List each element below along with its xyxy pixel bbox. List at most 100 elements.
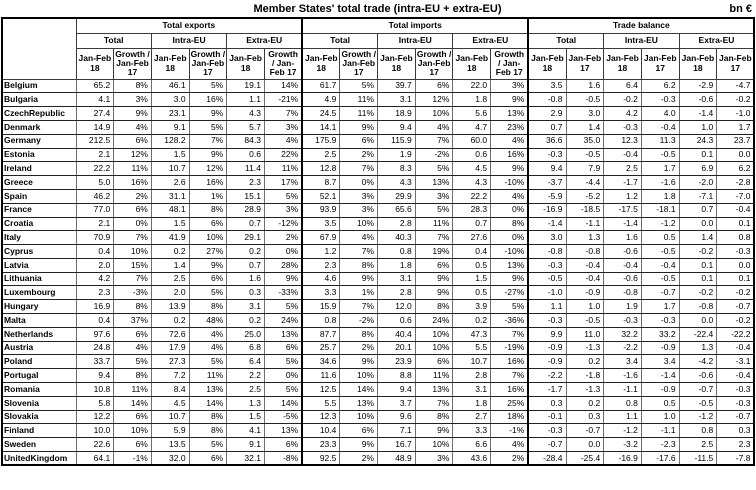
value-cell: 12.2: [75, 409, 115, 425]
value-cell: -10%: [490, 175, 529, 190]
value-cell: 87.7: [301, 326, 341, 342]
group-header-total-imports: Total imports: [301, 17, 529, 34]
header-leaf-row: Jan-Feb 18 Growth / Jan-Feb 17 Jan-Feb 18 G…: [2, 47, 755, 80]
value-cell: -1.6: [640, 175, 680, 190]
value-cell: 4%: [339, 230, 379, 246]
value-cell: 46.2: [75, 188, 115, 204]
table-row-italy: Italy 70.9 7% 41.9 10% 29.1 2% 67.9 4% 40.3 7% 27.6…: [1, 230, 755, 246]
value-cell: 1.2: [301, 244, 341, 259]
value-cell: 8%: [188, 299, 228, 315]
value-cell: -1%: [490, 423, 529, 439]
value-cell: -2.0: [678, 175, 718, 190]
value-cell: 11%: [339, 106, 379, 121]
value-cell: 34.6: [301, 354, 341, 370]
value-cell: 0.8: [716, 230, 755, 246]
value-cell: 16%: [490, 147, 529, 163]
value-cell: -0.9: [640, 340, 680, 356]
value-cell: 12%: [188, 161, 228, 177]
value-cell: 9.4: [75, 368, 115, 384]
subgroup-header-total: Total: [75, 32, 152, 49]
value-cell: -0.3: [527, 257, 567, 273]
value-cell: 35.0: [565, 133, 605, 149]
value-cell: 10%: [339, 409, 379, 425]
country-label: Finland: [1, 423, 77, 439]
value-cell: 27.6: [452, 230, 492, 246]
value-cell: 11%: [113, 161, 152, 177]
table-row-romania: Romania 10.8 11% 8.4 13% 2.5 5% 12.5 14% 9.4 13% 3.…: [1, 382, 755, 397]
value-cell: 67.9: [301, 230, 341, 246]
value-cell: 6%: [414, 78, 454, 94]
header-group-row: Total exports Total imports Trade balance: [1, 17, 755, 80]
country-label: France: [1, 202, 77, 218]
value-cell: 1%: [339, 285, 379, 301]
country-label: Denmark: [1, 119, 77, 135]
table-row-slovenia: Slovenia 5.8 14% 4.5 14% 1.3 14% 5.5 13% 3.7 7% 1.8…: [1, 395, 755, 411]
value-cell: -1.1: [565, 216, 605, 232]
value-cell: 25.7: [301, 340, 341, 356]
col-header-growth: Growth / Jan-Feb 17: [263, 47, 303, 80]
value-cell: 6%: [188, 451, 228, 466]
value-cell: -0.6: [678, 92, 718, 108]
value-cell: 17%: [263, 175, 303, 190]
value-cell: 0.7: [527, 119, 567, 135]
value-cell: 41.9: [150, 230, 190, 246]
value-cell: 2.9: [527, 106, 567, 121]
value-cell: -0.9: [565, 285, 605, 301]
value-cell: -0.8: [565, 244, 605, 259]
value-cell: 27.3: [150, 354, 190, 370]
subgroup-header-total: Total: [301, 32, 379, 49]
value-cell: -16.9: [603, 451, 642, 466]
value-cell: 3%: [113, 92, 152, 108]
value-cell: 65.2: [75, 78, 115, 94]
value-cell: 128.2: [150, 133, 190, 149]
value-cell: 7.2: [150, 368, 190, 384]
value-cell: 1.5: [452, 271, 492, 287]
value-cell: 13%: [339, 395, 379, 411]
country-label: Romania: [1, 382, 77, 397]
value-cell: 5.0: [75, 175, 115, 190]
value-cell: -1.4: [527, 216, 567, 232]
value-cell: 3.0: [565, 106, 605, 121]
value-cell: 0.2: [226, 244, 265, 259]
value-cell: 2.1: [75, 147, 115, 163]
value-cell: -1.4: [603, 216, 642, 232]
value-cell: 10.8: [75, 382, 115, 397]
value-cell: -0.3: [527, 147, 567, 163]
value-cell: 22.2: [452, 188, 492, 204]
value-cell: -3.1: [716, 354, 755, 370]
value-cell: 8.8: [377, 368, 416, 384]
value-cell: -0.3: [716, 395, 755, 411]
value-cell: 0.4: [75, 313, 115, 328]
value-cell: 31.1: [150, 188, 190, 204]
value-cell: -0.7: [716, 409, 755, 425]
value-cell: 4%: [490, 133, 529, 149]
value-cell: 8%: [188, 409, 228, 425]
value-cell: 77.0: [75, 202, 115, 218]
value-cell: 6%: [263, 437, 303, 453]
value-cell: 12.8: [301, 161, 341, 177]
value-cell: 5%: [414, 202, 454, 218]
value-cell: 6.8: [226, 340, 265, 356]
country-label: Ireland: [1, 161, 77, 177]
value-cell: -1.1: [603, 382, 642, 397]
value-cell: 5.6: [452, 106, 492, 121]
value-cell: -25.4: [565, 451, 605, 466]
value-cell: 12.5: [301, 382, 341, 397]
value-cell: 24%: [414, 313, 454, 328]
table-row-cyprus: Cyprus 0.4 10% 0.2 27% 0.2 0% 1.2 7% 0.8 19% 0.4 -10…: [1, 244, 755, 259]
value-cell: 22%: [263, 147, 303, 163]
value-cell: 0%: [263, 244, 303, 259]
value-cell: 14%: [339, 382, 379, 397]
value-cell: 6%: [339, 133, 379, 149]
value-cell: 3.5: [301, 216, 341, 232]
table-row-germany: Germany 212.5 6% 128.2 7% 84.3 4% 175.9 6% 115.9 7…: [1, 133, 755, 149]
col-header-jan-feb-18: Jan-Feb 18: [75, 47, 115, 80]
value-cell: 1.8: [452, 395, 492, 411]
country-label: Estonia: [1, 147, 77, 163]
value-cell: 0%: [339, 175, 379, 190]
value-cell: 10%: [113, 423, 152, 439]
value-cell: 1.9: [377, 147, 416, 163]
value-cell: -11.5: [678, 451, 718, 466]
value-cell: 23.7: [716, 133, 755, 149]
value-cell: 0.0: [565, 437, 605, 453]
